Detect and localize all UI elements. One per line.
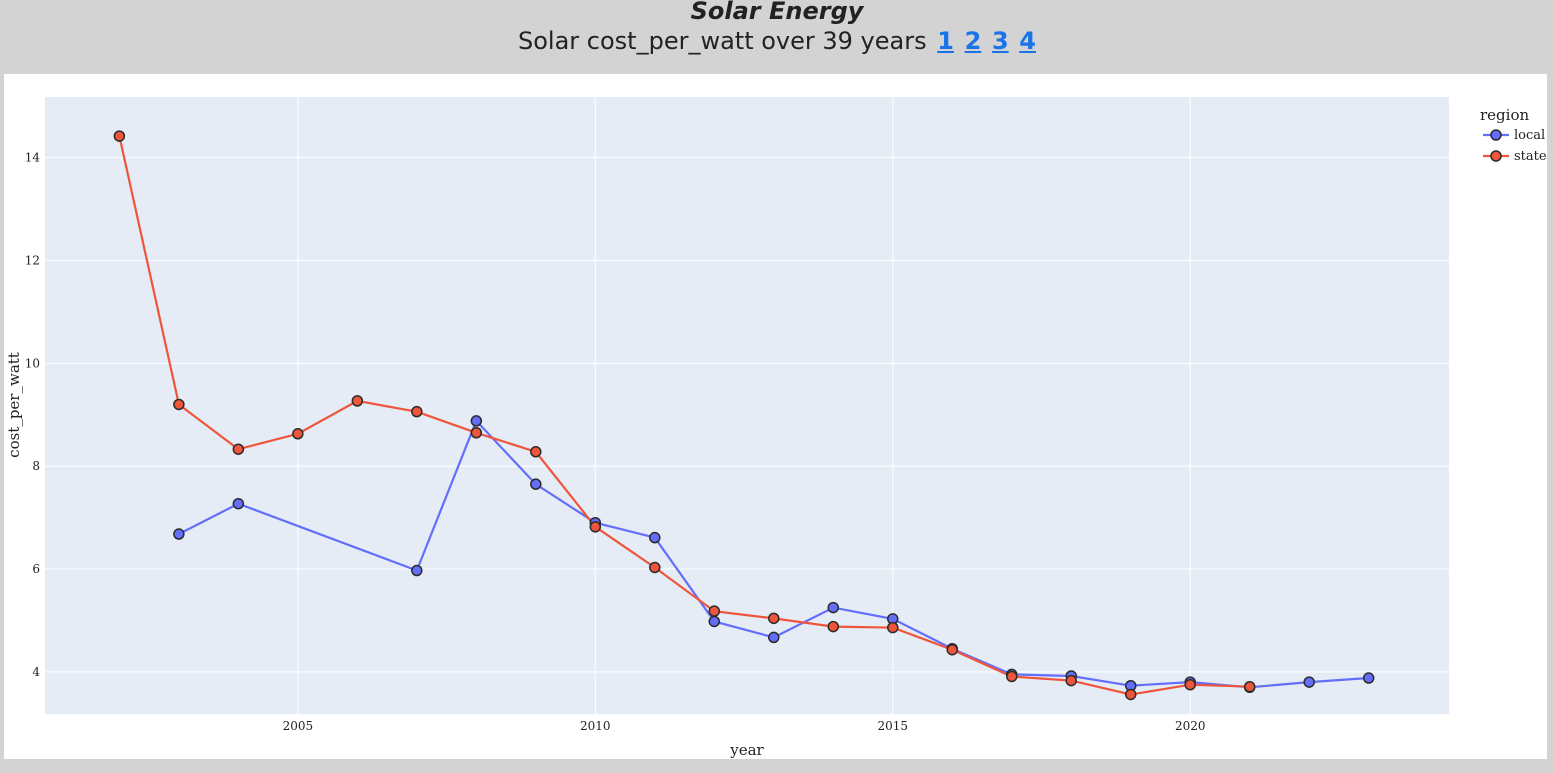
data-point-state-2007 bbox=[411, 405, 423, 418]
series-layer bbox=[113, 130, 1375, 701]
y-tick-label-4: 4 bbox=[32, 665, 40, 679]
page-link-4[interactable]: 4 bbox=[1019, 27, 1036, 55]
data-point-local-2012 bbox=[708, 615, 721, 628]
chart-subtitle: Solar cost_per_watt over 39 years 1 2 3 … bbox=[0, 27, 1554, 55]
grid-lines bbox=[45, 97, 1449, 714]
x-tick-label-2010: 2010 bbox=[580, 719, 611, 733]
x-axis-label: year bbox=[729, 741, 764, 759]
y-tick-label-12: 12 bbox=[25, 254, 40, 268]
data-point-state-2008 bbox=[470, 427, 483, 439]
data-point-state-2009 bbox=[530, 446, 542, 458]
x-tick-label-2015: 2015 bbox=[877, 719, 908, 733]
data-point-state-2017 bbox=[1005, 670, 1018, 683]
legend-label-state: state bbox=[1514, 149, 1547, 164]
data-point-state-2016 bbox=[946, 643, 958, 656]
data-point-local-2003 bbox=[173, 528, 185, 540]
data-point-local-2014 bbox=[827, 601, 840, 614]
axis-ticks: 2005 2010 2015 2020 4 6 8 10 12 14 bbox=[25, 151, 1206, 733]
data-point-state-2021 bbox=[1243, 680, 1256, 693]
data-point-state-2010 bbox=[589, 521, 602, 533]
line-chart: 2005 2010 2015 2020 4 6 8 10 12 14 year cost_per_… bbox=[5, 97, 1547, 759]
data-point-state-2005 bbox=[292, 428, 304, 440]
plot-background bbox=[45, 97, 1449, 714]
data-point-state-2019 bbox=[1124, 688, 1137, 701]
y-tick-label-10: 10 bbox=[25, 356, 40, 370]
y-tick-label-14: 14 bbox=[25, 151, 41, 165]
page-link-2[interactable]: 2 bbox=[964, 27, 982, 55]
page-header: Solar Energy Solar cost_per_watt over 39… bbox=[0, 0, 1554, 74]
app-title: Solar Energy bbox=[690, 0, 864, 25]
y-tick-label-8: 8 bbox=[32, 459, 40, 473]
x-tick-label-2020: 2020 bbox=[1175, 719, 1206, 733]
page-link-1[interactable]: 1 bbox=[937, 27, 954, 55]
data-point-local-2008 bbox=[470, 415, 483, 427]
page-link-3[interactable]: 3 bbox=[991, 27, 1009, 55]
legend: region local state bbox=[1480, 106, 1547, 164]
data-point-local-2011 bbox=[649, 531, 661, 544]
legend-marker-state bbox=[1490, 150, 1502, 162]
data-point-local-2007 bbox=[411, 564, 423, 577]
data-point-local-2022 bbox=[1303, 676, 1315, 688]
chart-panel: 2005 2010 2015 2020 4 6 8 10 12 14 year cost_per_… bbox=[4, 74, 1547, 759]
data-point-state-2013 bbox=[768, 612, 780, 625]
data-point-state-2012 bbox=[708, 605, 721, 617]
y-tick-label-6: 6 bbox=[32, 562, 40, 576]
data-point-state-2006 bbox=[351, 395, 364, 407]
x-tick-label-2005: 2005 bbox=[283, 719, 314, 733]
series-line-state bbox=[118, 135, 1250, 696]
data-point-local-2004 bbox=[232, 497, 245, 510]
legend-label-local: local bbox=[1514, 128, 1545, 143]
data-point-local-2009 bbox=[530, 478, 542, 490]
legend-title: region bbox=[1480, 106, 1529, 124]
data-point-state-2015 bbox=[887, 621, 899, 634]
data-point-state-2018 bbox=[1065, 674, 1077, 687]
legend-marker-local bbox=[1490, 129, 1502, 141]
data-point-state-2003 bbox=[173, 398, 185, 411]
data-point-local-2023 bbox=[1362, 672, 1375, 684]
data-point-state-2020 bbox=[1184, 678, 1196, 691]
subtitle-text: Solar cost_per_watt over 39 years bbox=[518, 27, 927, 55]
y-axis-label: cost_per_watt bbox=[5, 352, 23, 458]
data-point-local-2013 bbox=[768, 631, 780, 644]
data-point-state-2014 bbox=[827, 620, 840, 633]
data-point-state-2002 bbox=[113, 130, 126, 142]
data-point-state-2011 bbox=[649, 561, 661, 574]
data-point-state-2004 bbox=[232, 443, 245, 455]
